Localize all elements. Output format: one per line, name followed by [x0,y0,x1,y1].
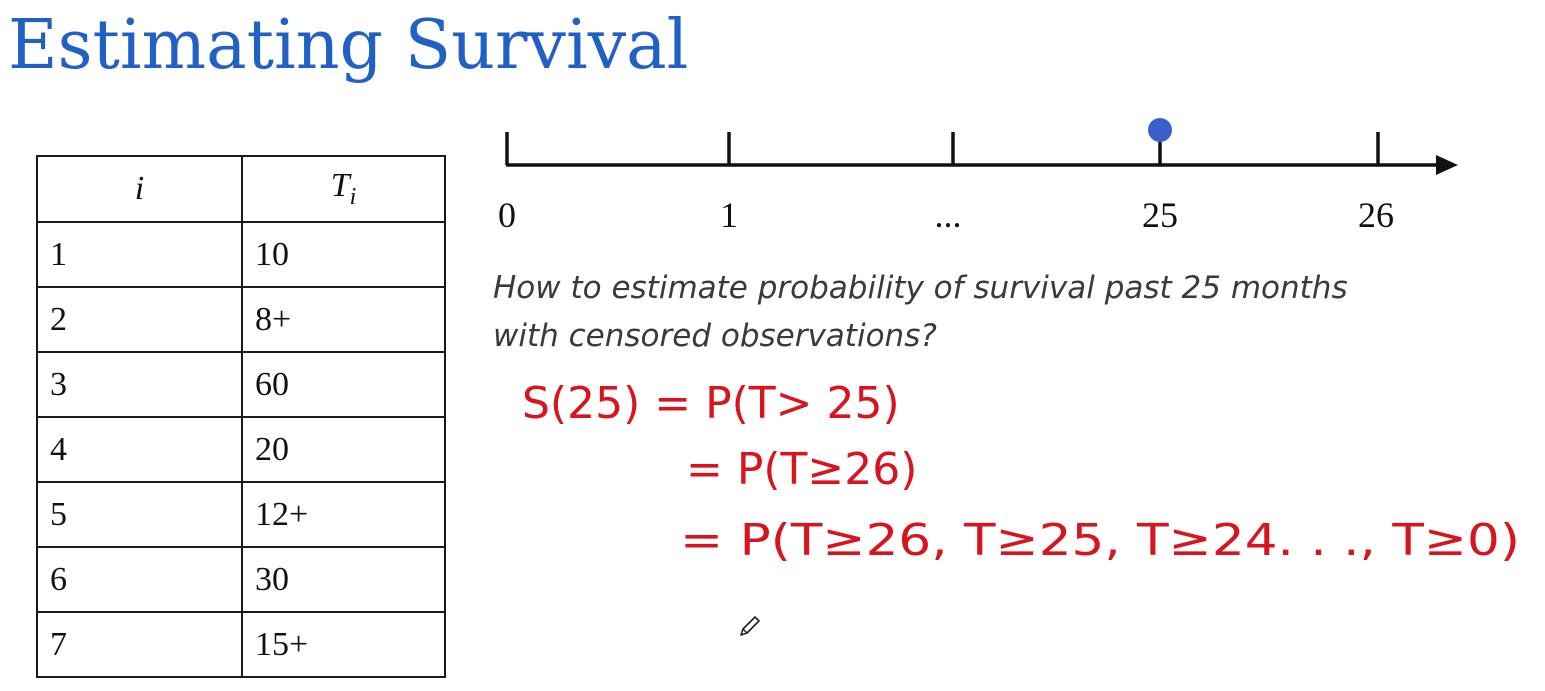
timeline-marker [1148,118,1172,142]
table-row: 7 15+ [36,611,446,678]
timeline-label: 26 [1358,195,1394,235]
table-row: 2 8+ [36,286,446,353]
table-row: 5 12+ [36,481,446,548]
slide-title: Estimating Survival [8,6,689,85]
table-row: 4 20 [36,416,446,483]
table-row: 6 30 [36,546,446,613]
header-index: i [36,155,243,223]
cell-time: 12+ [241,481,446,548]
timeline-label: 0 [498,195,516,235]
handwritten-line-1: S(25) = P(T> 25) [522,378,900,429]
table-row: 1 10 [36,221,446,288]
header-time-symbol: T [330,167,350,205]
table-header-row: i Ti [36,155,446,223]
handwritten-line-2: = P(T≥26) [686,444,917,495]
timeline: 0 1 ... 25 26 [498,118,1458,235]
pencil-cursor-icon [740,616,760,636]
cell-index: 7 [36,611,243,678]
cell-index: 4 [36,416,243,483]
cell-time: 10 [241,221,446,288]
header-time: Ti [241,155,446,223]
question-line-2: with censored observations? [493,318,937,354]
cell-index: 5 [36,481,243,548]
survival-times-table: i Ti 1 10 2 8+ 3 60 4 20 5 12+ 6 30 7 15+ [36,155,446,678]
cell-time: 60 [241,351,446,418]
cell-index: 6 [36,546,243,613]
table-row: 3 60 [36,351,446,418]
cell-time: 20 [241,416,446,483]
cell-index: 1 [36,221,243,288]
cell-index: 3 [36,351,243,418]
cell-time: 15+ [241,611,446,678]
cell-index: 2 [36,286,243,353]
cell-time: 8+ [241,286,446,353]
timeline-label: 25 [1142,195,1178,235]
question-line-1: How to estimate probability of survival … [493,270,1348,306]
question-text: How to estimate probability of survival … [493,264,1493,360]
cell-time: 30 [241,546,446,613]
timeline-label: ... [935,195,962,235]
header-time-subscript: i [349,183,357,210]
handwritten-line-3: = P(T≥26, T≥25, T≥24. . ., T≥0) [680,515,1520,566]
timeline-label: 1 [720,195,738,235]
timeline-arrow-icon [1436,155,1458,175]
